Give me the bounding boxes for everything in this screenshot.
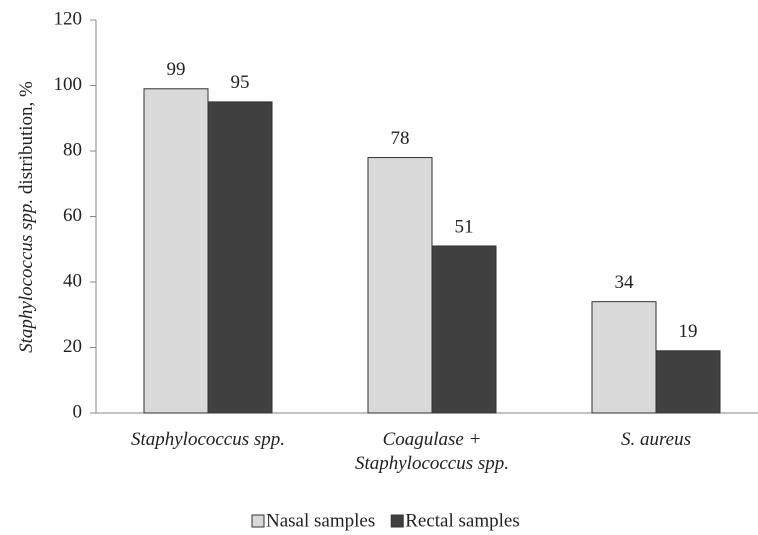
y-axis-label-italic: Staphylococcus spp. xyxy=(16,199,37,353)
y-tick-label: 80 xyxy=(63,139,82,160)
y-tick-label: 20 xyxy=(63,336,82,357)
value-label: 99 xyxy=(167,59,186,80)
x-tick-label: Staphylococcus spp. xyxy=(131,429,285,450)
y-axis-label-normal: distribution, % xyxy=(16,81,37,194)
bar xyxy=(655,350,721,414)
value-label: 78 xyxy=(391,128,410,149)
x-tick-label-line: Staphylococcus spp. xyxy=(355,453,509,474)
bar xyxy=(367,157,433,414)
legend-label: Rectal samples xyxy=(405,510,520,531)
legend-label: Nasal samples xyxy=(266,510,375,531)
bar xyxy=(143,88,209,414)
legend-swatch xyxy=(251,514,265,528)
value-label: 95 xyxy=(231,72,250,93)
value-label: 51 xyxy=(455,216,474,237)
y-tick-label: 0 xyxy=(73,401,83,422)
y-tick-label: 100 xyxy=(54,74,83,95)
y-tick-label: 40 xyxy=(63,270,82,291)
bar xyxy=(591,301,657,414)
bar xyxy=(431,245,497,414)
x-tick-label-line: Coagulase + xyxy=(383,429,482,450)
x-tick-label: S. aureus xyxy=(621,429,691,450)
x-tick-label-line: Staphylococcus spp. xyxy=(131,429,285,450)
legend-swatch xyxy=(390,514,404,528)
bar xyxy=(207,101,273,414)
y-tick-label: 120 xyxy=(54,8,83,29)
y-tick-label: 60 xyxy=(63,205,82,226)
value-label: 19 xyxy=(679,321,698,342)
x-tick-label-line: S. aureus xyxy=(621,429,691,450)
value-label: 34 xyxy=(615,272,635,293)
x-tick-label: Coagulase + Staphylococcus spp. xyxy=(355,429,509,474)
y-axis-label: Staphylococcus spp. distribution, % xyxy=(16,81,37,353)
